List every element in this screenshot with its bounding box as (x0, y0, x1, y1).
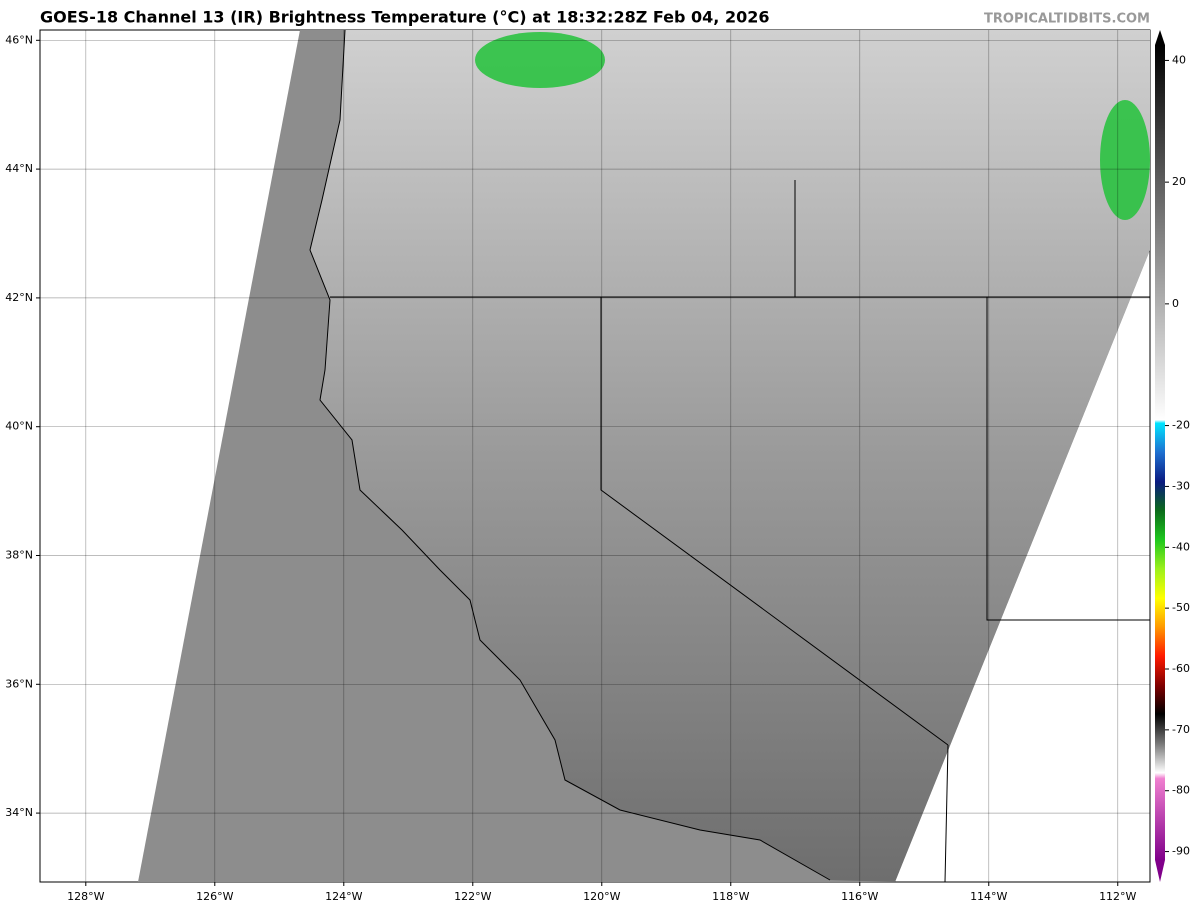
title: GOES-18 Channel 13 (IR) Brightness Tempe… (40, 8, 769, 27)
x-tick-label: 128°W (67, 890, 104, 903)
x-tick-label: 114°W (970, 890, 1007, 903)
colorbar-label: -80 (1172, 784, 1190, 797)
x-tick-label: 116°W (841, 890, 878, 903)
colorbar-label: -50 (1172, 601, 1190, 614)
cold-cloud (475, 32, 605, 88)
cold-cloud (1100, 100, 1150, 220)
x-tick-label: 120°W (583, 890, 620, 903)
x-tick-label: 126°W (196, 890, 233, 903)
colorbar-label: 20 (1172, 175, 1186, 188)
land-imagery (310, 30, 1150, 882)
credit: TROPICALTIDBITS.COM (984, 12, 1150, 27)
colorbar-arrow (1155, 860, 1165, 882)
y-tick-label: 42°N (5, 291, 33, 304)
colorbar-label: -20 (1172, 419, 1190, 432)
x-tick-label: 118°W (712, 890, 749, 903)
coastline (309, 29, 831, 881)
y-tick-label: 40°N (5, 420, 33, 433)
y-tick-label: 46°N (5, 33, 33, 46)
map-area (39, 29, 1165, 883)
y-tick-label: 34°N (5, 806, 33, 819)
colorbar-label: -60 (1172, 662, 1190, 675)
colorbar-label: -30 (1172, 479, 1190, 492)
colorbar-label: -40 (1172, 540, 1190, 553)
colorbar-label: 40 (1172, 53, 1186, 66)
colorbar-label: -70 (1172, 723, 1190, 736)
state-borders (330, 180, 1150, 883)
y-tick-label: 44°N (5, 162, 33, 175)
y-tick-label: 36°N (5, 677, 33, 690)
colorbar (1155, 45, 1165, 860)
colorbar-label: -90 (1172, 845, 1190, 858)
x-tick-label: 122°W (454, 890, 491, 903)
x-tick-label: 112°W (1099, 890, 1136, 903)
colorbar-arrow (1155, 30, 1165, 45)
y-tick-label: 38°N (5, 548, 33, 561)
x-tick-label: 124°W (325, 890, 362, 903)
colorbar-label: 0 (1172, 297, 1179, 310)
